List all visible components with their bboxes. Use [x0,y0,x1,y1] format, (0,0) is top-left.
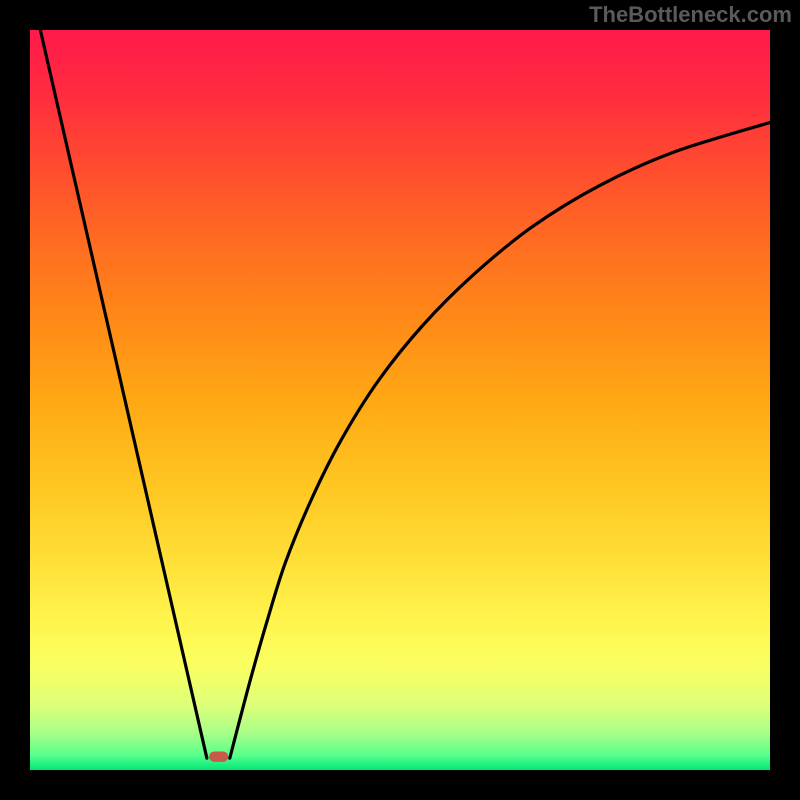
chart-frame: TheBottleneck.com [0,0,800,800]
chart-svg [0,0,800,800]
plot-area [30,30,770,770]
optimum-marker [209,752,228,762]
watermark-text: TheBottleneck.com [589,2,792,28]
